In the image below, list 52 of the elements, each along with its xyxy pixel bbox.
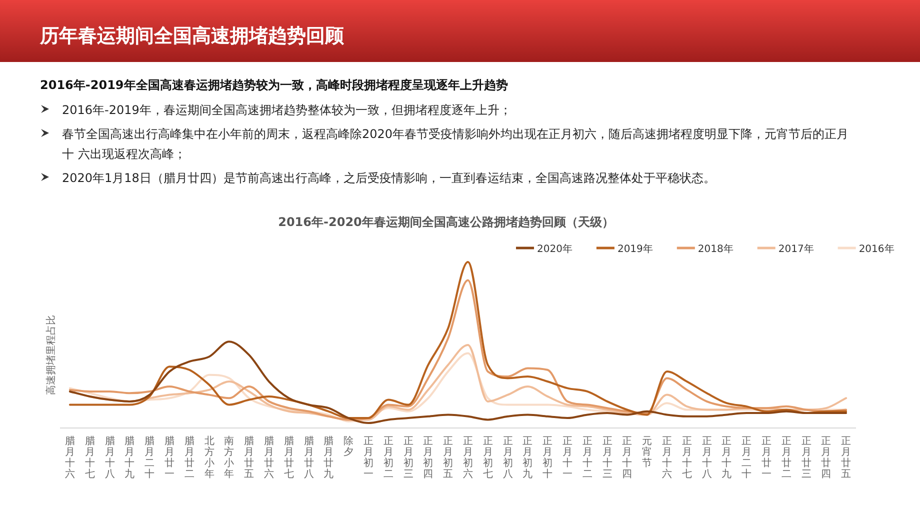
x-tick-label: 正月初一 <box>363 436 374 480</box>
x-tick-label: 腊月廿八 <box>304 435 314 480</box>
x-tick-label: 正月初八 <box>502 436 513 480</box>
x-tick-label: 腊月十九 <box>124 435 135 480</box>
x-tick-label: 正月廿二 <box>781 436 792 480</box>
legend-label: 2016年 <box>858 243 894 255</box>
chart-title: 2016年-2020年春运期间全国高速公路拥堵趋势回顾（天级） <box>278 215 614 229</box>
x-tick-label: 北方小年 <box>204 435 214 480</box>
x-tick-label: 正月廿一 <box>761 436 772 480</box>
x-tick-label: 腊月十八 <box>104 435 115 480</box>
x-tick-label: 腊月廿六 <box>264 435 274 480</box>
x-tick-label: 正月初九 <box>522 436 533 480</box>
legend-label: 2020年 <box>537 243 572 255</box>
x-tick-label: 腊月十六 <box>64 435 75 480</box>
text: 历年春运期间全国高速拥堵趋势回顾 <box>39 25 345 47</box>
x-tick-label: 正月初五 <box>443 436 454 480</box>
legend-label: 2019年 <box>617 243 653 255</box>
legend-label: 2017年 <box>778 243 814 255</box>
text: 春节全国高速出行高峰集中在小年前的周末，返程高峰除2020年春节受疫情影响外均出现在正月初六，随后高速拥堵程度明显下降，元宵节后的正月十 六出现返程次高峰； <box>62 127 849 161</box>
x-tick-label: 腊月廿七 <box>284 435 294 480</box>
x-tick-label: 除夕 <box>344 435 354 458</box>
x-tick-label: 腊月十七 <box>84 435 95 480</box>
x-tick-label: 正月十六 <box>662 436 672 480</box>
x-tick-label: 正月初三 <box>403 436 414 480</box>
x-tick-label: 正月十三 <box>602 436 612 480</box>
y-axis-title: 高速拥堵里程占比 <box>45 315 57 395</box>
x-tick-label: 腊月廿五 <box>244 435 254 480</box>
x-tick-label: 正月十四 <box>622 436 632 480</box>
x-tick-label: 正月初七 <box>482 436 493 480</box>
text: 2020年1月18日（腊月廿四）是节前高速出行高峰，之后受疫情影响，一直到春运结束，全国高速路况整体处于平稳状态。 <box>62 171 716 185</box>
x-tick-label: 正月十二 <box>582 436 592 480</box>
x-tick-label: 腊月廿九 <box>324 435 334 480</box>
x-tick-label: 腊月二十 <box>144 435 155 480</box>
legend-label: 2018年 <box>698 243 734 255</box>
x-tick-label: 正月十七 <box>682 436 692 480</box>
x-tick-label: 正月十九 <box>722 436 732 480</box>
x-tick-label: 南方小年 <box>224 435 234 480</box>
x-tick-label: 正月初六 <box>462 436 473 480</box>
x-tick-label: 正月二十 <box>742 436 752 480</box>
x-tick-label: 腊月廿一 <box>164 435 174 480</box>
x-tick-label: 正月廿五 <box>841 436 852 480</box>
x-tick-label: 正月廿四 <box>821 436 832 480</box>
x-tick-label: 正月初二 <box>383 436 394 480</box>
x-tick-label: 正月初十 <box>542 436 553 480</box>
text: 2016年-2019年全国高速春运拥堵趋势较为一致，高峰时段拥堵程度呈现逐年上升趋势 <box>40 78 508 92</box>
x-tick-label: 正月初四 <box>423 436 434 480</box>
text: 2016年-2019年，春运期间全国高速拥堵趋势整体较为一致，但拥堵程度逐年上升； <box>62 103 512 117</box>
x-tick-label: 正月十一 <box>562 436 572 480</box>
x-tick-label: 正月十八 <box>702 436 712 480</box>
x-tick-label: 正月廿三 <box>801 436 812 480</box>
x-tick-label: 腊月廿二 <box>184 435 194 480</box>
x-tick-label: 元宵节 <box>642 436 652 469</box>
